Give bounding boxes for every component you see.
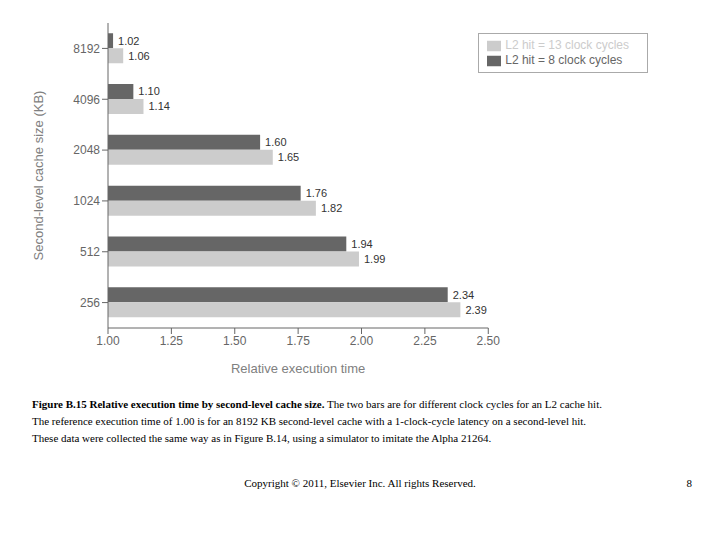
svg-text:1.50: 1.50 bbox=[223, 334, 247, 348]
svg-text:2.39: 2.39 bbox=[465, 304, 486, 316]
svg-text:2048: 2048 bbox=[73, 143, 100, 157]
svg-text:512: 512 bbox=[80, 245, 100, 259]
svg-text:1.02: 1.02 bbox=[118, 35, 139, 47]
html-text:L2 hit = 8 clock cycles: L2 hit = 8 clock cycles bbox=[505, 52, 623, 67]
html-text:8: 8 bbox=[686, 477, 692, 489]
svg-text:1.60: 1.60 bbox=[265, 136, 286, 148]
svg-text:1.10: 1.10 bbox=[138, 85, 159, 97]
svg-text:1.82: 1.82 bbox=[321, 202, 342, 214]
svg-text:1.76: 1.76 bbox=[306, 187, 327, 199]
svg-text:Second-level cache size (KB): Second-level cache size (KB) bbox=[31, 91, 46, 261]
svg-text:2.00: 2.00 bbox=[350, 334, 374, 348]
svg-text:1.75: 1.75 bbox=[286, 334, 310, 348]
svg-text:256: 256 bbox=[80, 296, 100, 310]
svg-text:2.50: 2.50 bbox=[477, 334, 501, 348]
svg-text:2.25: 2.25 bbox=[413, 334, 437, 348]
svg-text:2.34: 2.34 bbox=[453, 289, 474, 301]
html-text:Figure B.15 Relative execution: Figure B.15 Relative execution time by s… bbox=[32, 398, 602, 410]
svg-text:1.65: 1.65 bbox=[278, 151, 299, 163]
svg-text:1.14: 1.14 bbox=[148, 100, 169, 112]
svg-text:1.25: 1.25 bbox=[160, 334, 184, 348]
svg-text:1.94: 1.94 bbox=[351, 238, 372, 250]
html-text:Copyright © 2011, Elsevier Inc: Copyright © 2011, Elsevier Inc. All righ… bbox=[244, 477, 476, 489]
html-text:The reference execution time o: The reference execution time of 1.00 is … bbox=[32, 415, 586, 427]
svg-text:Relative execution time: Relative execution time bbox=[231, 361, 365, 376]
svg-text:1.99: 1.99 bbox=[364, 253, 385, 265]
svg-text:4096: 4096 bbox=[73, 93, 100, 107]
svg-text:1.06: 1.06 bbox=[128, 50, 149, 62]
svg-text:1.00: 1.00 bbox=[96, 334, 120, 348]
html-text:These data were collected the: These data were collected the same way a… bbox=[32, 432, 492, 444]
svg-text:1024: 1024 bbox=[73, 194, 100, 208]
svg-text:8192: 8192 bbox=[73, 42, 100, 56]
html-text:L2 hit = 13 clock cycles: L2 hit = 13 clock cycles bbox=[505, 38, 629, 52]
